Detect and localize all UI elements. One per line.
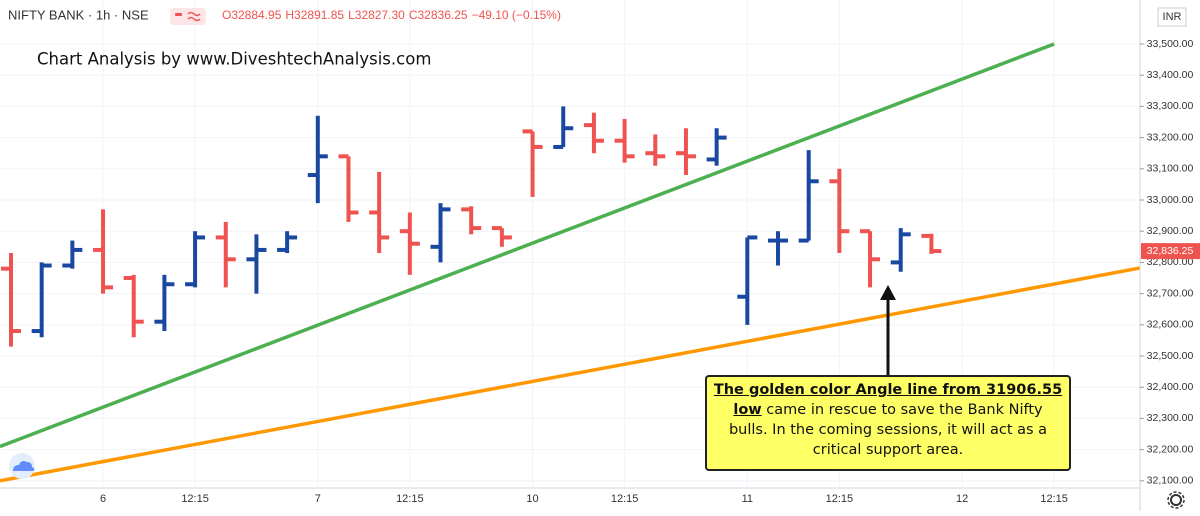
x-tick-label: 6 — [100, 493, 106, 505]
y-tick-label: 32,100.00 — [1147, 475, 1194, 487]
y-tick-label: 33,300.00 — [1147, 100, 1194, 112]
y-tick-label: 32,800.00 — [1147, 256, 1194, 268]
x-tick-label: 12 — [956, 493, 968, 505]
symbol: NIFTY BANK · 1h · NSE — [8, 7, 149, 22]
bars — [1, 106, 942, 347]
trend-lines — [0, 42, 1140, 483]
x-tick-label: 10 — [526, 493, 538, 505]
x-tick-label: 12:15 — [611, 493, 639, 505]
legend-item: C32836.25 — [409, 8, 468, 22]
y-tick-label: 32,300.00 — [1147, 412, 1194, 424]
x-tick-label: 12:15 — [826, 493, 854, 505]
axes: 32,100.00 32,200.00 32,300.00 32,400.00 32,5… — [100, 38, 1200, 505]
y-tick-label: 32,600.00 — [1147, 319, 1194, 331]
annotation-emphasis: The golden color Angle line from 31906.5… — [713, 382, 1063, 418]
y-tick-label: 33,400.00 — [1147, 69, 1194, 81]
trend-line — [0, 42, 1055, 449]
indicator-badge — [170, 8, 206, 25]
y-tick-label: 32,900.00 — [1147, 225, 1194, 237]
trend-line — [0, 266, 1140, 483]
arrow-head — [880, 285, 896, 300]
x-tick-label: 11 — [742, 493, 753, 505]
y-tick-label: 33,000.00 — [1147, 194, 1194, 206]
badge-icon — [175, 13, 182, 16]
last-price-box — [1141, 243, 1200, 260]
y-tick-label: 32,700.00 — [1147, 287, 1194, 299]
annotation-text: came in rescue to save the Bank Nifty bu… — [728, 402, 1048, 458]
annotation-box: The golden color Angle line from 31906.5… — [705, 375, 1071, 471]
badge-icon — [187, 11, 201, 22]
y-tick-label: 32,200.00 — [1147, 443, 1194, 455]
watermark: Chart Analysis by www.DiveshtechAnalysis… — [37, 50, 431, 69]
y-tick-label: 33,500.00 — [1147, 38, 1194, 50]
legend-item: H32891.85 — [285, 8, 344, 22]
settings-icon[interactable] — [1167, 491, 1185, 509]
legend-item: L32827.30 — [348, 8, 405, 22]
x-tick-label: 7 — [315, 493, 321, 505]
x-tick-label: 12:15 — [181, 493, 209, 505]
weather-icon[interactable] — [9, 453, 35, 479]
ohlc-legend: O32884.95 H32891.85 L32827.30 C32836.25 −49.… — [222, 8, 561, 22]
y-tick-label: 33,100.00 — [1147, 163, 1194, 175]
x-tick-label: 12:15 — [1040, 493, 1068, 505]
y-tick-label: 33,200.00 — [1147, 131, 1194, 143]
currency-box[interactable] — [1157, 7, 1187, 27]
legend-item: −49.10 (−0.15%) — [472, 8, 561, 22]
legend-item: O32884.95 — [222, 8, 282, 22]
y-tick-label: 32,400.00 — [1147, 381, 1194, 393]
x-tick-label: 12:15 — [396, 493, 424, 505]
currency[interactable]: INR — [1163, 11, 1182, 23]
y-tick-label: 32,500.00 — [1147, 350, 1194, 362]
last-price-label: 32,836.25 — [1147, 245, 1194, 257]
